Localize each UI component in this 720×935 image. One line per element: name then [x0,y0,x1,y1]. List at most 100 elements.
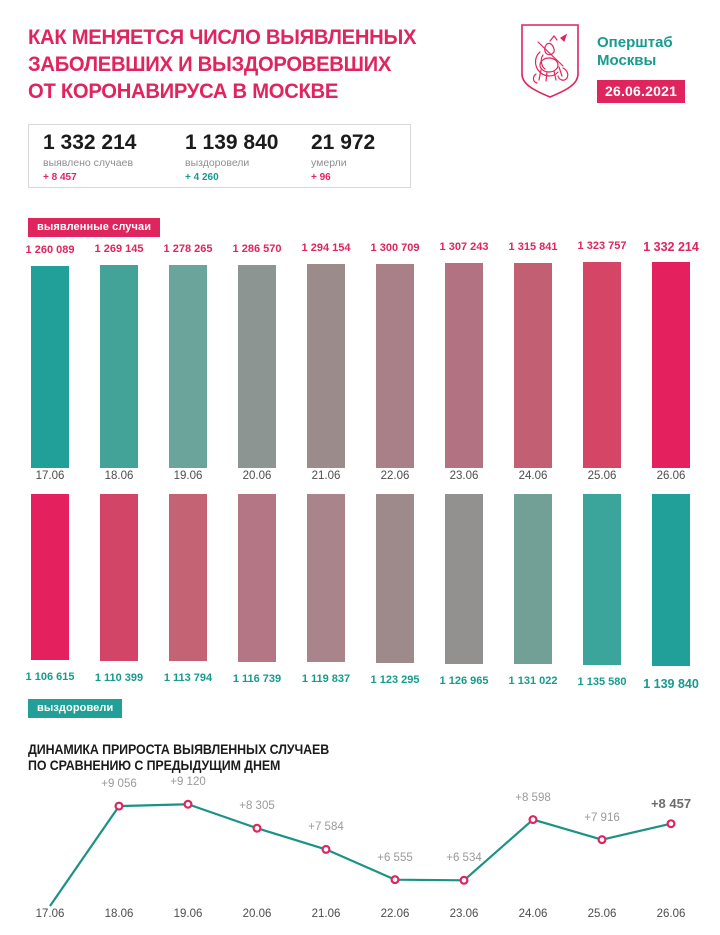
date-tick-label: 19.06 [173,470,203,482]
cases-bar-column: 1 260 089 [26,238,74,468]
line-chart-marker [321,844,331,854]
line-chart-date-label: 24.06 [518,908,548,920]
legend-badge-recovered: выздоровели [28,699,123,718]
line-chart-marker [252,823,262,833]
line-chart-marker [597,835,607,845]
recovered-bar [376,494,414,663]
line-chart-date-label: 25.06 [587,908,617,920]
cases-bar [307,264,345,468]
recovered-bar [583,494,621,666]
recovered-bar-value-label: 1 131 022 [508,675,558,688]
date-tick-label: 25.06 [587,470,617,482]
cases-bar [31,266,69,468]
cases-bar-value-label: 1 323 757 [577,240,627,253]
recovered-bar-column: 1 106 615 [26,490,74,695]
cases-bar-column: 1 332 214 [643,238,699,468]
line-chart-title: ДИНАМИКА ПРИРОСТА ВЫЯВЛЕННЫХ СЛУЧАЕВ ПО … [28,742,329,774]
date-axis: 17.06 18.06 19.06 20.06 21.06 22.06 23.06 24.06… [0,470,720,488]
date-badge: 26.06.2021 [597,80,686,103]
recovered-bar [238,494,276,662]
cases-bar [652,262,690,468]
line-chart-value-label: +9 056 [101,778,137,791]
stat-deaths-label: умерли [311,157,347,169]
line-chart-value-label: +8 457 [650,795,692,811]
line-chart-svg [49,799,676,907]
stat-recovered-label: выздоровели [185,157,250,169]
cases-bar-column: 1 286 570 [233,238,281,468]
stat-confirmed-value: 1 332 214 [43,131,137,154]
line-chart-value-label: +6 534 [446,852,482,865]
recovered-bar-value-label: 1 113 794 [163,672,213,685]
line-chart-lead-segment [49,805,120,907]
cases-bar-chart: 1 260 089 1 269 145 1 278 265 1 286 570 1 29… [0,238,720,488]
cases-bar [445,263,483,468]
line-chart-value-label: +8 598 [515,791,551,804]
brand-name: Оперштаб Москвы [597,34,673,70]
cases-bar-value-label: 1 286 570 [232,242,282,255]
cases-bar [514,262,552,468]
brand-line-1: Оперштаб [597,34,673,51]
stat-recovered-value: 1 139 840 [185,131,279,154]
date-tick-label: 24.06 [518,470,548,482]
cases-bar-value-label: 1 300 709 [370,241,420,254]
recovered-bar [100,494,138,661]
line-chart-date-label: 26.06 [656,908,686,920]
recovered-bar-column: 1 139 840 [643,490,699,695]
line-chart-date-label: 19.06 [173,908,203,920]
line-chart-marker [390,875,400,885]
stat-recovered-delta: + 4 260 [185,172,219,183]
daily-growth-line-chart: ДИНАМИКА ПРИРОСТА ВЫЯВЛЕННЫХ СЛУЧАЕВ ПО … [0,738,720,935]
recovered-bar-value-label: 1 116 739 [232,672,282,685]
cases-bar-value-label: 1 294 154 [301,242,351,255]
date-tick-label: 22.06 [380,470,410,482]
recovered-bar-column: 1 119 837 [302,490,350,695]
date-tick-label: 23.06 [449,470,479,482]
line-chart-date-label: 21.06 [311,908,341,920]
cases-bar [238,264,276,468]
date-tick-label: 21.06 [311,470,341,482]
line-title-line-2: ПО СРАВНЕНИЮ С ПРЕДЫДУЩИМ ДНЕМ [28,758,281,773]
recovered-bar-value-label: 1 106 615 [25,671,75,683]
recovered-bar-column: 1 126 965 [440,490,488,695]
line-chart-date-label: 18.06 [104,908,134,920]
stat-deaths: 21 972 умерли + 96 [311,131,375,184]
date-tick-label: 26.06 [656,470,686,482]
line-chart-marker [459,875,469,885]
recovered-bar-column: 1 135 580 [578,490,626,695]
line-chart-marker [114,801,124,811]
cases-bar-column: 1 307 243 [440,238,488,468]
recovered-bar-column: 1 123 295 [371,490,419,695]
line-title-line-1: ДИНАМИКА ПРИРОСТА ВЫЯВЛЕННЫХ СЛУЧАЕВ [28,742,330,757]
cases-bar-value-label: 1 332 214 [643,240,699,254]
line-chart-marker [183,799,193,809]
cases-bar-value-label: 1 315 841 [508,240,558,253]
line-chart-marker [528,815,538,825]
recovered-bar [31,494,69,660]
line-chart-date-label: 22.06 [380,908,410,920]
date-tick-label: 18.06 [104,470,134,482]
recovered-bar-value-label: 1 123 295 [370,674,420,686]
stat-deaths-delta: + 96 [311,172,331,183]
line-chart-date-label: 23.06 [449,908,479,920]
cases-bar-value-label: 1 269 145 [94,243,144,256]
title-line-1: КАК МЕНЯЕТСЯ ЧИСЛО ВЫЯВЛЕННЫХ [28,25,417,49]
recovered-bar [169,494,207,662]
recovered-bar-value-label: 1 110 399 [94,671,144,684]
header: КАК МЕНЯЕТСЯ ЧИСЛО ВЫЯВЛЕННЫХ ЗАБОЛЕВШИХ… [0,0,720,120]
recovered-bar-value-label: 1 135 580 [577,676,627,689]
logo-block: Оперштаб Москвы 26.06.2021 [519,22,709,112]
brand-line-2: Москвы [597,52,657,69]
title-line-3: ОТ КОРОНАВИРУСА В МОСКВЕ [28,79,339,103]
date-tick-label: 20.06 [242,470,272,482]
cases-bar [169,264,207,468]
stat-confirmed: 1 332 214 выявлено случаев + 8 457 [43,131,136,184]
recovered-bar-column: 1 116 739 [233,490,281,695]
line-chart-value-label: +7 584 [308,821,344,834]
cases-bar-column: 1 278 265 [164,238,212,468]
line-chart-date-label: 20.06 [242,908,272,920]
line-chart-value-label: +9 120 [170,776,206,789]
recovered-bar-value-label: 1 139 840 [643,677,699,691]
recovered-bar [652,494,690,666]
date-tick-label: 17.06 [35,470,65,482]
recovered-bar [514,494,552,665]
